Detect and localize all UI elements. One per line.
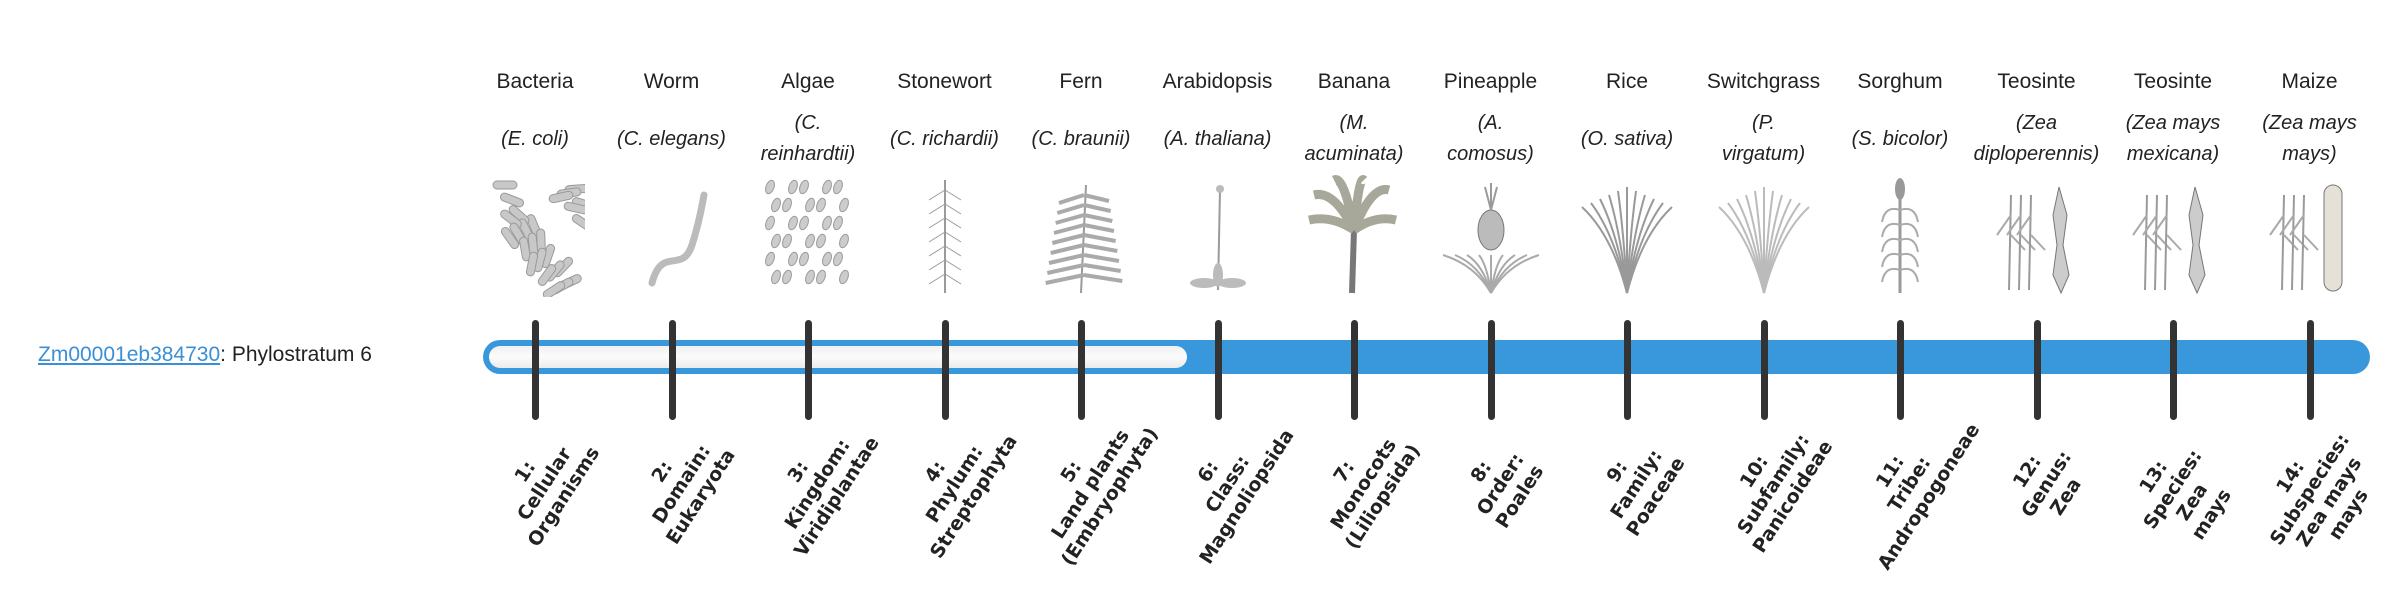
teosinte-icon: [2123, 175, 2223, 297]
stratum-tick: [1078, 320, 1085, 420]
organism-species-name: (C. reinhardtii): [740, 108, 876, 170]
species-line: (M.: [1339, 112, 1369, 134]
organism-common-name: Stonewort: [897, 70, 992, 93]
organism-species-name: (Zea mays mexicana): [2105, 108, 2241, 170]
stratum-label: 5: Land plants (Embryophyta): [1016, 394, 1166, 574]
arabidopsis-icon: [1168, 175, 1268, 297]
organism-common-name: Arabidopsis: [1162, 70, 1273, 93]
species-line: (S. bicolor): [1851, 127, 1949, 150]
organism-common-name: Teosinte: [2133, 70, 2213, 93]
species-line: acuminata): [1304, 143, 1404, 165]
stratum-tick: [1760, 320, 1768, 420]
stratum-label: 2: Domain: Eukaryota: [606, 394, 756, 574]
species-line: (O. sativa): [1580, 127, 1674, 150]
organism-species-name: (O. sativa): [1559, 108, 1695, 170]
stratum-label: 9: Family: Poaceae: [1562, 394, 1712, 574]
stratum-label: 13: Species: Zea mays: [2098, 400, 2268, 592]
stratum-tick: [1624, 320, 1631, 420]
stratum-tick: [1897, 320, 1904, 420]
phylostratum-bar: [483, 340, 2370, 374]
species-line: mays): [2282, 143, 2337, 165]
stonewort-icon: [895, 175, 995, 297]
species-line: (C. richardii): [890, 127, 999, 150]
organism-species-name: (C. richardii): [877, 108, 1013, 170]
organism-species-name: (Zea diploperennis): [1969, 108, 2105, 170]
species-line: (E. coli): [501, 127, 569, 150]
sorghum-icon: [1850, 175, 1950, 297]
organism-common-name: Switchgrass: [1706, 70, 1821, 93]
species-line: virgatum): [1721, 143, 1806, 165]
species-line: (Zea: [2015, 112, 2058, 134]
stratum-tick: [532, 320, 539, 420]
species-line: reinhardtii): [760, 143, 856, 165]
stratum-tick: [1351, 320, 1358, 420]
organism-species-name: (M. acuminata): [1286, 108, 1422, 170]
organism-common-name: Teosinte: [1997, 70, 2076, 93]
phylostratum-text: : Phylostratum 6: [220, 343, 372, 366]
stratum-label: 3: Kingdom: Viridiplantae: [743, 394, 893, 574]
bacteria-icon: [485, 175, 597, 299]
stratum-tick: [941, 320, 949, 420]
stratum-tick: [2033, 320, 2041, 420]
stratum-tick: [2170, 320, 2177, 420]
rice-icon: [1577, 175, 1677, 297]
gene-link[interactable]: Zm00001eb384730: [38, 343, 221, 366]
species-line: (C.: [794, 112, 822, 134]
organism-species-name: (C. braunii): [1013, 108, 1149, 170]
organism-common-name: Fern: [1059, 70, 1103, 93]
stratum-tick: [668, 320, 676, 420]
gene-heading: Zm00001eb384730: Phylostratum 6: [38, 340, 372, 370]
organism-common-name: Pineapple: [1443, 70, 1538, 93]
species-line: diploperennis): [1973, 143, 2100, 165]
species-line: (Zea mays: [2125, 112, 2221, 134]
pineapple-icon: [1441, 175, 1541, 297]
species-line: (P.: [1752, 112, 1775, 134]
species-line: mexicana): [2126, 143, 2220, 165]
organism-species-name: (E. coli): [467, 108, 603, 170]
maize-icon: [2260, 175, 2360, 297]
organism-species-name: (C. elegans): [604, 108, 740, 170]
organism-common-name: Maize: [2281, 70, 2338, 93]
banana-icon: [1304, 175, 1404, 297]
organism-species-name: (A. comosus): [1423, 108, 1559, 170]
worm-icon: [622, 175, 722, 297]
stratum-label: 10: Subfamily: Panicoideae: [1698, 394, 1848, 574]
species-line: (A.: [1477, 112, 1504, 134]
organism-common-name: Rice: [1605, 70, 1648, 93]
teosinte-icon: [1987, 175, 2087, 297]
stratum-label: 7: Monocots (Liliopsida): [1289, 394, 1439, 574]
organism-common-name: Algae: [781, 70, 835, 93]
algae-icon: [758, 175, 858, 297]
organism-common-name: Banana: [1317, 70, 1391, 93]
stratum-label: 6: Class: Magnoliopsida: [1152, 394, 1302, 574]
species-line: (C. elegans): [617, 127, 726, 150]
organism-common-name: Bacteria: [496, 70, 574, 93]
stratum-label: 11: Tribe: Andropogoneae: [1835, 394, 1985, 574]
organism-species-name: (P. virgatum): [1696, 108, 1832, 170]
species-line: (C. braunii): [1031, 127, 1131, 150]
organism-common-name: Sorghum: [1857, 70, 1943, 93]
organism-species-name: (S. bicolor): [1832, 108, 1968, 170]
species-line: (A. thaliana): [1163, 127, 1272, 150]
organism-species-name: (A. thaliana): [1150, 108, 1286, 170]
organism-species-name: (Zea mays mays): [2242, 108, 2378, 170]
stratum-label: 1: Cellular Organisms: [470, 394, 620, 574]
stratum-tick: [2306, 320, 2314, 420]
switchgrass-icon: [1714, 175, 1814, 297]
stratum-tick: [1487, 320, 1495, 420]
bar-unfilled-section: [489, 346, 1187, 368]
stratum-label: 4: Phylum: Streptophyta: [879, 394, 1029, 574]
stratum-label: 14: Subspecies: Zea mays mays: [2235, 400, 2400, 592]
stratum-label: 12: Genus: Zea: [1971, 394, 2121, 574]
stratum-label: 8: Order: Poales: [1425, 394, 1575, 574]
organism-common-name: Worm: [643, 70, 700, 93]
stratum-tick: [1214, 320, 1222, 420]
fern-icon: [1031, 175, 1131, 297]
species-line: comosus): [1447, 143, 1534, 165]
stratum-tick: [805, 320, 812, 420]
species-line: (Zea mays: [2262, 112, 2357, 134]
